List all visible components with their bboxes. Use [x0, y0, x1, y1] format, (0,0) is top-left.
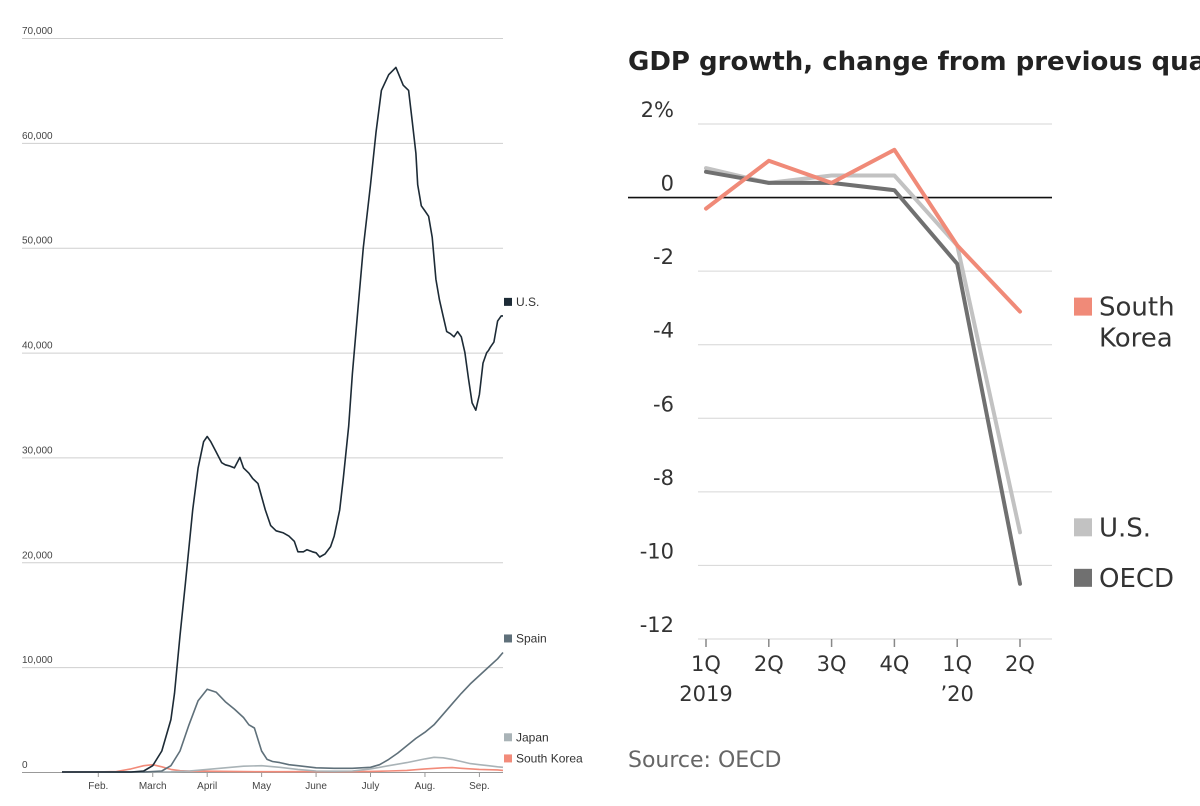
gdp-chart-title: GDP growth, change from previous quarter	[628, 47, 1200, 77]
x-tick-label-year: ’20	[940, 682, 973, 706]
y-tick-label: -2	[653, 245, 674, 269]
y-tick-label: -4	[653, 319, 674, 343]
x-tick-label: March	[139, 781, 167, 792]
y-tick-label: 0	[22, 760, 28, 771]
x-tick-label: 1Q	[942, 652, 972, 676]
y-tick-label: -6	[653, 392, 674, 416]
series-line-south-korea	[704, 147, 1022, 314]
y-tick-label: 50,000	[22, 236, 53, 247]
x-tick-label: 3Q	[817, 652, 847, 676]
legend-label-u-s: U.S.	[1099, 513, 1151, 543]
series-line-japan	[61, 756, 504, 773]
legend-swatch-oecd	[1074, 568, 1092, 587]
series-line-u-s	[62, 66, 503, 773]
y-tick-label: 20,000	[22, 550, 53, 561]
y-tick-label: 30,000	[22, 445, 53, 456]
series-line-spain	[62, 651, 504, 773]
y-tick-label: 2%	[641, 98, 674, 122]
y-tick-label: 40,000	[22, 341, 53, 352]
y-tick-label: -12	[640, 613, 674, 637]
y-tick-label: 10,000	[22, 655, 53, 666]
y-tick-label: -8	[653, 466, 674, 490]
legend-swatch-south-korea	[504, 754, 512, 763]
y-tick-label: 0	[661, 172, 674, 196]
gdp-growth-chart: GDP growth, change from previous quarter…	[628, 47, 1200, 773]
legend-label-u-s: U.S.	[516, 295, 539, 309]
x-tick-label: 4Q	[879, 652, 909, 676]
x-tick-label: May	[252, 781, 271, 792]
x-tick-label: Feb.	[88, 781, 108, 792]
y-tick-label: 60,000	[22, 131, 53, 142]
x-tick-label: 1Q	[691, 652, 721, 676]
legend-label-spain: Spain	[516, 631, 547, 645]
x-tick-label: July	[362, 781, 380, 792]
x-tick-label-year: 2019	[679, 682, 732, 706]
series-line-south-korea	[61, 763, 504, 773]
legend-swatch-u-s	[1074, 518, 1092, 537]
legend-swatch-spain	[504, 634, 512, 643]
series-line-oecd	[704, 169, 1022, 586]
legend-swatch-south-korea	[1074, 297, 1092, 316]
legend-swatch-u-s	[504, 297, 512, 306]
covid-cases-chart: 70,000 60,000 50,000 40,000 30,000 20,000 10,0…	[22, 26, 583, 792]
x-tick-label: Aug.	[415, 781, 436, 792]
legend-label-oecd: OECD	[1099, 564, 1174, 594]
x-tick-label: June	[305, 781, 327, 792]
x-tick-label: April	[197, 781, 217, 792]
legend-label-south-korea: Korea	[1099, 324, 1173, 354]
legend-label-japan: Japan	[516, 730, 549, 744]
y-tick-label: 70,000	[22, 26, 53, 37]
legend-swatch-japan	[504, 733, 512, 742]
x-tick-label: 2Q	[1005, 652, 1035, 676]
y-tick-label: -10	[640, 539, 674, 563]
legend-label-south-korea: South Korea	[516, 751, 583, 765]
x-tick-label: 2Q	[754, 652, 784, 676]
x-tick-label: Sep.	[469, 781, 490, 792]
legend-label-south-korea: South	[1099, 293, 1175, 323]
source-note: Source: OECD	[628, 748, 781, 773]
